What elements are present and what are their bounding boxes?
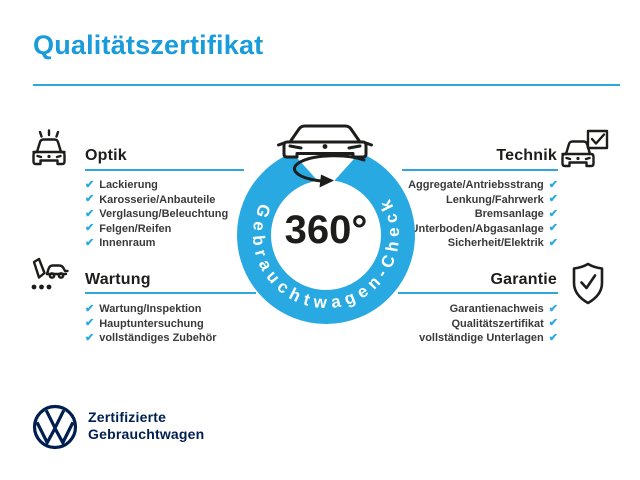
- technik-checklist: Aggregate/Antriebsstrang ✔ Lenkung/Fahrwe…: [408, 179, 558, 249]
- list-item-label: Hauptuntersuchung: [99, 317, 204, 330]
- check-icon: ✔: [548, 207, 558, 220]
- check-icon: ✔: [548, 331, 558, 344]
- optik-checklist: ✔ Lackierung ✔ Karosserie/Anbauteile ✔ Verg…: [85, 179, 228, 249]
- section-rule-optik: [85, 169, 244, 171]
- check-icon: ✔: [85, 207, 95, 220]
- list-item: ✔ Lackierung: [85, 179, 228, 191]
- brand-claim-line1: Zertifizierte: [88, 409, 167, 425]
- list-item: Lenkung/Fahrwerk ✔: [408, 194, 558, 206]
- list-item-label: Sicherheit/Elektrik: [447, 237, 544, 250]
- list-item-label: Aggregate/Antriebsstrang: [408, 179, 544, 191]
- car-checkbox-icon: [558, 128, 614, 178]
- list-item-label: Karosserie/Anbauteile: [99, 193, 216, 206]
- section-title-technik: Technik: [496, 147, 557, 164]
- list-item: ✔ Felgen/Reifen: [85, 223, 228, 235]
- list-item: Unterboden/Abgasanlage ✔: [408, 223, 558, 235]
- list-item: ✔ Verglasung/Beleuchtung: [85, 208, 228, 220]
- check-icon: ✔: [85, 317, 95, 330]
- check-icon: ✔: [548, 236, 558, 249]
- list-item-label: Wartung/Inspektion: [99, 303, 202, 315]
- vw-logo: [32, 404, 78, 450]
- list-item: Garantienachweis ✔: [419, 303, 558, 315]
- check-icon: ✔: [85, 178, 95, 191]
- list-item-label: Lenkung/Fahrwerk: [445, 193, 544, 206]
- page-title: Qualitätszertifikat: [33, 30, 264, 60]
- list-item: vollständige Unterlagen ✔: [419, 332, 558, 344]
- check-icon: ✔: [548, 222, 558, 235]
- check-icon: ✔: [85, 222, 95, 235]
- list-item-label: Lackierung: [99, 179, 158, 191]
- section-title-garantie: Garantie: [490, 271, 557, 288]
- list-item: ✔ Innenraum: [85, 237, 228, 249]
- degrees-label: 360°: [285, 208, 368, 252]
- list-item: Bremsanlage ✔: [408, 208, 558, 220]
- section-rule-garantie: [398, 292, 558, 294]
- check-icon: ✔: [85, 236, 95, 249]
- list-item-label: vollständige Unterlagen: [419, 332, 544, 345]
- list-item-label: Verglasung/Beleuchtung: [99, 208, 229, 221]
- list-item-label: vollständiges Zubehör: [99, 332, 217, 345]
- list-item-label: Qualitätszertifikat: [451, 317, 544, 330]
- brand-claim: Zertifizierte Gebrauchtwagen: [88, 409, 204, 443]
- shield-check-icon: [566, 261, 612, 311]
- check-icon: ✔: [85, 193, 95, 206]
- list-item: ✔ vollständiges Zubehör: [85, 332, 217, 344]
- list-item: ✔ Wartung/Inspektion: [85, 303, 217, 315]
- check-icon: ✔: [548, 193, 558, 206]
- list-item: Aggregate/Antriebsstrang ✔: [408, 179, 558, 191]
- brand-claim-line2: Gebrauchtwagen: [88, 426, 205, 442]
- section-rule-wartung: [85, 292, 256, 294]
- service-record-icon: [26, 256, 70, 302]
- 360-check-badge: Gebrauchtwagen-Check 360°: [227, 118, 427, 328]
- list-item-label: Garantienachweis: [449, 303, 544, 315]
- check-icon: ✔: [548, 178, 558, 191]
- list-item: Sicherheit/Elektrik ✔: [408, 237, 558, 249]
- car-rotation-icon: [277, 124, 373, 188]
- check-icon: ✔: [85, 302, 95, 315]
- garantie-checklist: Garantienachweis ✔ Qualitätszertifikat ✔ v…: [419, 303, 558, 344]
- shiny-car-icon: [27, 128, 71, 174]
- section-title-optik: Optik: [85, 147, 127, 164]
- title-divider: [33, 84, 620, 86]
- wartung-checklist: ✔ Wartung/Inspektion ✔ Hauptuntersuchung ✔…: [85, 303, 217, 344]
- list-item-label: Felgen/Reifen: [99, 222, 172, 235]
- list-item: Qualitätszertifikat ✔: [419, 318, 558, 330]
- check-icon: ✔: [85, 331, 95, 344]
- list-item-label: Unterboden/Abgasanlage: [410, 222, 544, 235]
- list-item: ✔ Hauptuntersuchung: [85, 318, 217, 330]
- section-title-wartung: Wartung: [85, 271, 151, 288]
- section-rule-technik: [402, 169, 558, 171]
- list-item-label: Bremsanlage: [474, 208, 544, 221]
- check-icon: ✔: [548, 317, 558, 330]
- list-item: ✔ Karosserie/Anbauteile: [85, 194, 228, 206]
- list-item-label: Innenraum: [99, 237, 156, 250]
- check-icon: ✔: [548, 302, 558, 315]
